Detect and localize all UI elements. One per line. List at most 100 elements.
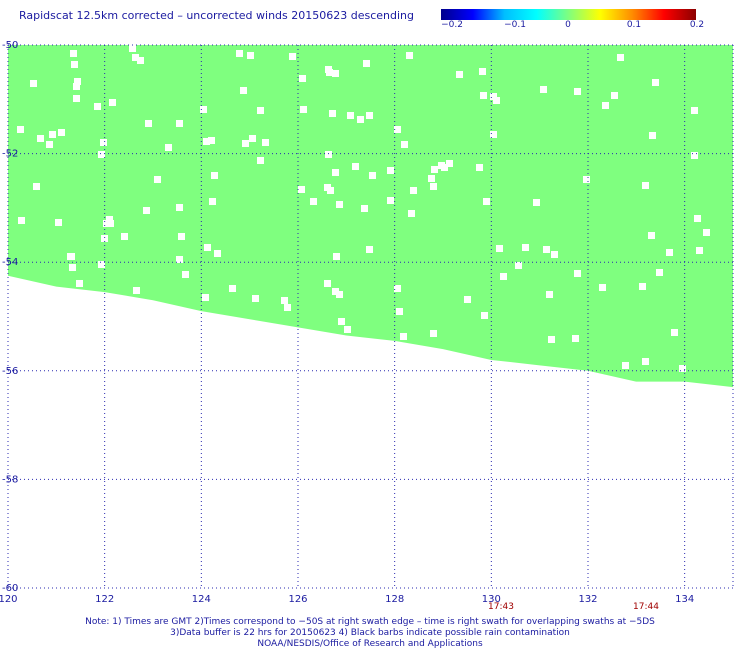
time-labels: 17:43 17:44 bbox=[488, 602, 659, 612]
missing-cell bbox=[240, 87, 247, 94]
missing-cell bbox=[298, 186, 305, 193]
plot-frame bbox=[7, 44, 734, 589]
missing-cell bbox=[132, 54, 139, 61]
missing-cell bbox=[137, 57, 144, 64]
missing-cell bbox=[332, 288, 339, 295]
missing-cell bbox=[49, 131, 56, 138]
y-tick-label: -54 bbox=[2, 257, 18, 268]
missing-cell bbox=[671, 329, 678, 336]
missing-cell bbox=[176, 204, 183, 211]
missing-cell bbox=[73, 95, 80, 102]
colorbar-tick: 0.2 bbox=[689, 20, 705, 30]
missing-cell bbox=[622, 362, 629, 369]
y-tick-label: -52 bbox=[2, 149, 18, 160]
missing-cell bbox=[338, 318, 345, 325]
missing-cell bbox=[387, 167, 394, 174]
missing-cell bbox=[300, 106, 307, 113]
missing-cell bbox=[310, 198, 317, 205]
missing-cell bbox=[178, 233, 185, 240]
missing-cell bbox=[289, 53, 296, 60]
x-tick-label: 134 bbox=[675, 594, 694, 605]
swath-field bbox=[8, 45, 733, 388]
missing-cell bbox=[703, 229, 710, 236]
time-label: 17:44 bbox=[633, 602, 659, 612]
x-tick-label: 130 bbox=[482, 594, 501, 605]
missing-cell bbox=[493, 97, 500, 104]
missing-cell bbox=[387, 197, 394, 204]
missing-cell bbox=[100, 139, 107, 146]
missing-cell bbox=[490, 131, 497, 138]
missing-cell bbox=[143, 207, 150, 214]
missing-cell bbox=[543, 246, 550, 253]
missing-cell bbox=[154, 176, 161, 183]
chart-title: Rapidscat 12.5km corrected – uncorrected… bbox=[19, 9, 415, 22]
x-tick-label: 128 bbox=[385, 594, 404, 605]
missing-cell bbox=[329, 110, 336, 117]
missing-cell bbox=[574, 270, 581, 277]
missing-cell bbox=[46, 141, 53, 148]
missing-cell bbox=[500, 273, 507, 280]
missing-cell bbox=[103, 220, 110, 227]
missing-cell bbox=[363, 60, 370, 67]
missing-cell bbox=[574, 88, 581, 95]
missing-cell bbox=[617, 54, 624, 61]
missing-cell bbox=[483, 198, 490, 205]
footnote-line: NOAA/NESDIS/Office of Research and Appli… bbox=[257, 639, 483, 649]
missing-cell bbox=[694, 215, 701, 222]
missing-cell bbox=[257, 107, 264, 114]
missing-cell bbox=[211, 172, 218, 179]
missing-cell bbox=[656, 269, 663, 276]
missing-cell bbox=[366, 112, 373, 119]
missing-cell bbox=[209, 198, 216, 205]
missing-cell bbox=[642, 358, 649, 365]
missing-cell bbox=[639, 283, 646, 290]
missing-cell bbox=[133, 287, 140, 294]
x-tick-label: 120 bbox=[0, 594, 18, 605]
missing-cell bbox=[242, 140, 249, 147]
missing-cell bbox=[401, 141, 408, 148]
missing-cell bbox=[67, 253, 74, 260]
missing-cell bbox=[324, 184, 331, 191]
missing-cell bbox=[262, 139, 269, 146]
missing-cell bbox=[202, 294, 209, 301]
missing-cell bbox=[336, 201, 343, 208]
missing-cell bbox=[332, 70, 339, 77]
missing-cell bbox=[642, 182, 649, 189]
missing-cell bbox=[70, 50, 77, 57]
missing-cell bbox=[366, 246, 373, 253]
colorbar-tick: 0.1 bbox=[626, 20, 642, 30]
missing-cell bbox=[479, 68, 486, 75]
missing-cell bbox=[428, 175, 435, 182]
missing-cell bbox=[121, 233, 128, 240]
missing-cell bbox=[208, 137, 215, 144]
x-tick-label: 132 bbox=[578, 594, 597, 605]
missing-cell bbox=[548, 336, 555, 343]
missing-cell bbox=[352, 163, 359, 170]
x-tick-label: 126 bbox=[288, 594, 307, 605]
missing-cell bbox=[203, 138, 210, 145]
missing-cell bbox=[583, 176, 590, 183]
missing-cell bbox=[204, 244, 211, 251]
missing-cell bbox=[73, 83, 80, 90]
missing-cell bbox=[129, 45, 136, 52]
colorbar-tick: 0 bbox=[565, 20, 571, 30]
missing-cell bbox=[336, 291, 343, 298]
missing-cell bbox=[182, 271, 189, 278]
missing-cell bbox=[480, 92, 487, 99]
missing-cell bbox=[599, 284, 606, 291]
missing-cell bbox=[229, 285, 236, 292]
missing-cell bbox=[17, 126, 24, 133]
missing-cell bbox=[249, 135, 256, 142]
y-tick-label: -58 bbox=[2, 474, 18, 485]
missing-cell bbox=[691, 107, 698, 114]
missing-cell bbox=[18, 217, 25, 224]
missing-cell bbox=[652, 79, 659, 86]
colorbar bbox=[441, 9, 696, 20]
missing-cell bbox=[281, 297, 288, 304]
missing-cell bbox=[176, 256, 183, 263]
missing-cell bbox=[611, 92, 618, 99]
missing-cell bbox=[496, 245, 503, 252]
missing-cell bbox=[408, 210, 415, 217]
missing-cell bbox=[410, 187, 417, 194]
x-axis-ticks: 120 122 124 126 128 130 132 134 bbox=[0, 594, 694, 605]
